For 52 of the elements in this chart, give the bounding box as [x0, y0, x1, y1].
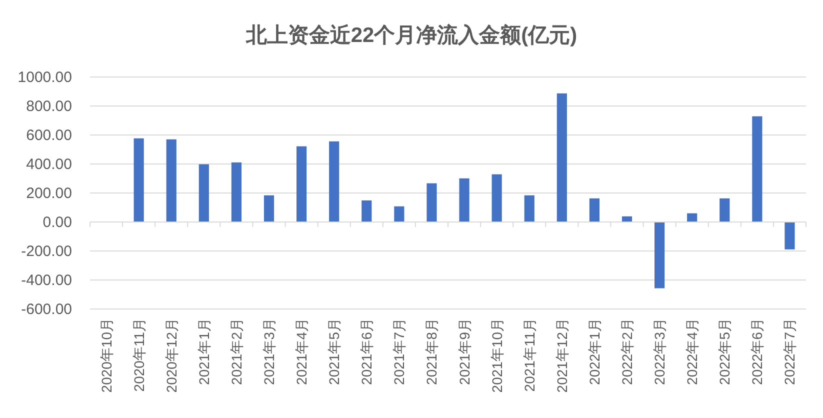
x-tick-label: 2021年1月 — [196, 318, 212, 385]
bar — [264, 195, 274, 222]
bar — [589, 198, 600, 222]
bar — [231, 162, 242, 222]
x-tick-label: 2021年4月 — [294, 318, 310, 385]
x-tick-label: 2021年5月 — [326, 318, 342, 385]
x-tick-label: 2021年11月 — [521, 318, 538, 392]
bar — [720, 198, 730, 222]
x-tick-label: 2020年12月 — [163, 318, 180, 393]
bar — [134, 138, 144, 222]
chart-title: 北上资金近22个月净流入金额(亿元) — [244, 23, 578, 47]
bar — [329, 141, 340, 222]
x-tick-label: 2022年4月 — [684, 318, 700, 385]
y-tick-label: -400.00 — [21, 272, 72, 289]
bar — [492, 174, 502, 222]
x-tick-label: 2022年3月 — [652, 318, 668, 385]
y-tick-label: 1000.00 — [18, 69, 72, 86]
x-tick-label: 2021年10月 — [488, 318, 505, 393]
y-tick-label: 0.00 — [42, 214, 72, 231]
bar — [784, 222, 795, 250]
x-tick-label: 2021年7月 — [391, 318, 408, 385]
x-tick-label: 2022年6月 — [749, 318, 766, 385]
bar — [654, 222, 665, 288]
bar — [296, 146, 307, 222]
bar — [362, 200, 372, 222]
bar — [687, 213, 698, 222]
y-tick-label: 800.00 — [26, 98, 72, 115]
y-tick-label: 400.00 — [26, 156, 72, 173]
y-tick-label: 200.00 — [26, 185, 72, 202]
x-tick-label: 2021年12月 — [554, 318, 570, 393]
x-tick-label: 2022年5月 — [716, 318, 733, 385]
x-tick-label: 2021年3月 — [261, 318, 277, 385]
x-tick-label: 2021年6月 — [358, 318, 375, 385]
x-tick-label: 2022年1月 — [586, 318, 602, 385]
x-tick-label: 2022年2月 — [619, 318, 635, 385]
y-tick-label: -600.00 — [21, 301, 72, 318]
x-tick-label: 2020年10月 — [98, 318, 114, 393]
x-tick-label: 2021年2月 — [228, 318, 244, 385]
bar — [166, 139, 176, 222]
x-tick-label: 2022年7月 — [782, 318, 798, 385]
bar — [524, 195, 534, 222]
x-tick-label: 2021年8月 — [424, 318, 440, 385]
y-tick-label: -200.00 — [21, 243, 72, 260]
bar — [556, 93, 567, 222]
bar — [394, 206, 404, 222]
x-tick-label: 2020年11月 — [130, 318, 147, 392]
x-tick-label: 2021年9月 — [456, 318, 472, 385]
bar — [752, 116, 762, 222]
bar — [459, 178, 470, 222]
bar — [426, 183, 437, 222]
y-tick-label: 600.00 — [26, 127, 72, 144]
bar — [198, 164, 209, 222]
